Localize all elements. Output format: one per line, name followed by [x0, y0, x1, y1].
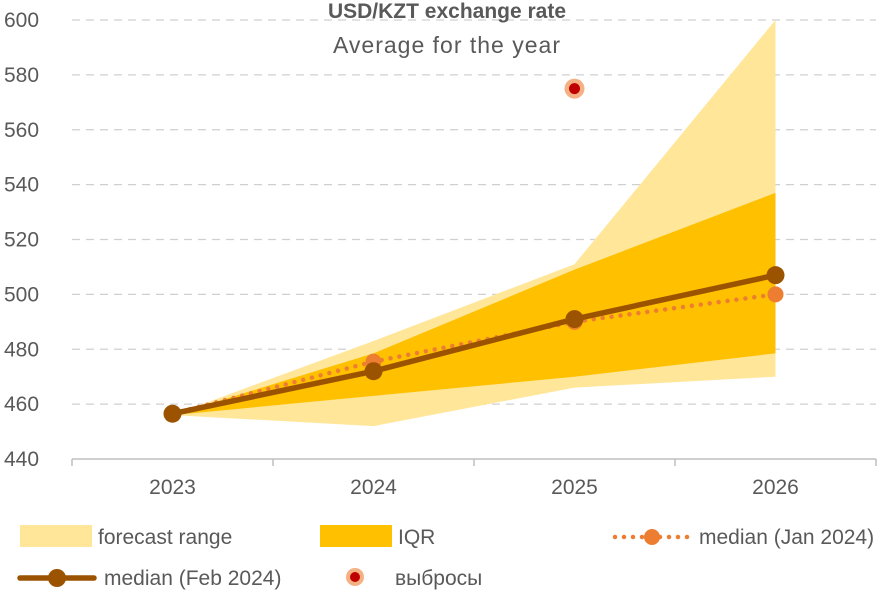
legend-swatch-iqr: [320, 525, 392, 547]
outlier-point: [569, 83, 580, 95]
y-tick-label: 580: [4, 64, 39, 87]
point-median-jan-2024: [767, 286, 784, 303]
x-axis-ticks: [71, 459, 877, 466]
lines: [169, 272, 779, 417]
legend-label: median (Jan 2024): [699, 526, 874, 549]
y-tick-label: 520: [4, 229, 39, 252]
y-tick-label: 460: [4, 393, 39, 416]
y-tick-label: 480: [4, 338, 39, 361]
legend: forecast range IQR median (Jan 2024) median…: [17, 525, 874, 590]
y-tick-label: 500: [4, 283, 39, 306]
legend-label: median (Feb 2024): [104, 567, 281, 590]
x-axis-labels: 2023 2024 2025 2026: [149, 476, 799, 499]
bands: [172, 20, 776, 427]
point-median-feb-2024: [565, 310, 584, 329]
y-axis-labels: 440 460 480 500 520 540 560 580 600: [4, 9, 39, 471]
x-tick-label: 2026: [752, 476, 799, 499]
line-median-feb-2024: [169, 272, 779, 417]
legend-label: IQR: [398, 526, 435, 549]
y-tick-label: 560: [4, 119, 39, 142]
line-median-jan-2024: [170, 292, 778, 416]
legend-swatch-forecast-range: [20, 525, 92, 547]
point-median-feb-2024: [163, 404, 182, 423]
point-median-feb-2024: [364, 362, 383, 381]
band-iqr: [172, 192, 776, 416]
legend-marker-median-feb-2024: [48, 569, 66, 587]
point-median-feb-2024: [766, 266, 785, 285]
legend-marker-median-jan-2024: [644, 529, 660, 545]
legend-label: forecast range: [98, 526, 232, 549]
y-tick-label: 600: [4, 9, 39, 32]
points: [163, 78, 785, 423]
chart-subtitle: Average for the year: [333, 32, 561, 58]
x-tick-label: 2024: [350, 476, 397, 499]
x-tick-label: 2023: [149, 476, 196, 499]
legend-label: выбросы: [395, 567, 482, 590]
y-tick-label: 440: [4, 448, 39, 471]
chart-title: USD/KZT exchange rate: [328, 0, 566, 23]
legend-marker-outlier: [350, 572, 360, 582]
x-tick-label: 2025: [551, 476, 598, 499]
y-tick-label: 540: [4, 174, 39, 197]
